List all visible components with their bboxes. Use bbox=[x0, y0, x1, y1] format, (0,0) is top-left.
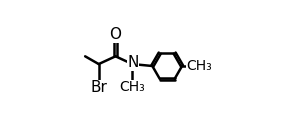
Text: N: N bbox=[127, 55, 139, 70]
Text: CH₃: CH₃ bbox=[120, 80, 145, 94]
Text: CH₃: CH₃ bbox=[186, 59, 212, 73]
Text: O: O bbox=[110, 27, 122, 43]
Text: Br: Br bbox=[90, 81, 107, 95]
